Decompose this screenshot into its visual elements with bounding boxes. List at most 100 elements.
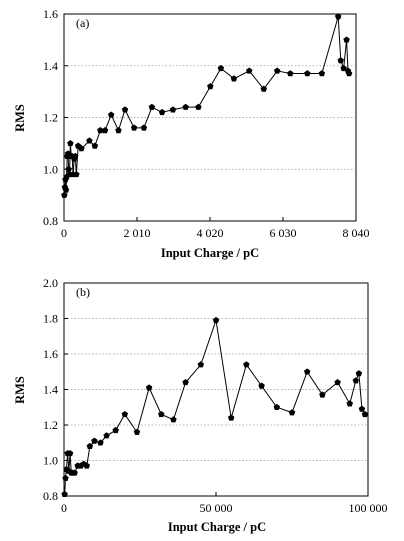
data-point	[71, 469, 78, 476]
y-tick-label: 0.8	[43, 214, 58, 228]
x-tick-label: 2 010	[124, 226, 151, 240]
plot-area-frame	[63, 13, 357, 222]
data-point	[121, 106, 129, 113]
data-point	[73, 171, 80, 178]
data-series	[61, 13, 353, 198]
data-point	[334, 13, 342, 20]
y-tick-label: 1.6	[43, 7, 58, 21]
data-point	[115, 127, 122, 134]
data-point	[158, 108, 166, 116]
data-point	[140, 124, 148, 131]
data-point	[182, 379, 189, 386]
data-point	[217, 64, 225, 72]
data-point	[207, 83, 214, 90]
data-point	[352, 377, 360, 384]
data-point	[287, 70, 294, 77]
data-point	[86, 137, 93, 144]
x-axis-label: Input Charge / pC	[161, 246, 259, 260]
data-point	[66, 450, 74, 457]
data-point	[197, 361, 205, 368]
panel-label: (b)	[76, 285, 90, 299]
data-point	[170, 416, 177, 423]
data-point	[303, 368, 311, 375]
data-point	[258, 382, 265, 389]
data-point	[112, 426, 119, 434]
data-point	[65, 165, 72, 172]
data-point	[121, 410, 129, 418]
y-tick-label: 1.2	[43, 418, 58, 432]
x-axis-ticks: 0 50 000 100 000	[61, 492, 388, 515]
data-point	[107, 111, 115, 118]
data-series	[61, 316, 369, 497]
data-point	[182, 103, 189, 110]
data-point	[273, 67, 281, 74]
data-point	[334, 379, 341, 386]
x-axis-label: Input Charge / pC	[168, 520, 266, 534]
x-tick-label: 4 020	[197, 226, 224, 240]
data-point	[346, 400, 353, 407]
data-point	[195, 103, 202, 110]
data-point	[337, 57, 344, 64]
data-point	[230, 75, 238, 82]
y-tick-label: 2.0	[43, 276, 58, 290]
chart-panel-a: 0.8 1.0 1.2 1.4 1.6 0 2 010 4 020 6 030 8 040 (a…	[13, 7, 370, 260]
gridlines	[64, 318, 368, 461]
data-point	[304, 70, 311, 77]
chart-panel-b: 0.8 1.0 1.2 1.4 1.6 1.8 2.0 0 50 000 100 000 (b)…	[13, 276, 388, 534]
data-point	[91, 142, 99, 149]
data-point	[243, 361, 250, 368]
data-point	[97, 439, 104, 446]
y-tick-label: 1.8	[43, 312, 58, 326]
data-point	[319, 391, 326, 398]
data-point	[61, 490, 68, 497]
data-point	[61, 191, 68, 198]
data-point	[245, 67, 253, 74]
data-point	[103, 432, 110, 439]
data-point	[273, 403, 281, 410]
data-point	[358, 405, 366, 412]
data-point	[67, 139, 74, 147]
data-point	[133, 428, 141, 435]
data-point	[145, 384, 153, 391]
data-point	[91, 437, 98, 444]
data-point	[288, 409, 296, 416]
y-tick-label: 1.0	[43, 454, 58, 468]
data-point	[260, 85, 267, 92]
x-tick-label: 0	[61, 501, 67, 515]
y-tick-label: 1.4	[43, 59, 58, 73]
data-point	[78, 145, 85, 152]
data-point	[86, 442, 94, 450]
data-point	[83, 462, 91, 469]
data-point	[227, 414, 235, 421]
data-point	[343, 36, 350, 43]
y-axis-label: RMS	[13, 104, 27, 132]
data-point	[158, 410, 165, 418]
x-tick-label: 0	[61, 226, 67, 240]
data-point	[169, 106, 177, 113]
y-tick-label: 0.8	[43, 489, 58, 503]
data-point	[130, 124, 138, 131]
data-point	[62, 186, 70, 193]
gridlines	[64, 65, 356, 170]
y-tick-label: 1.6	[43, 347, 58, 361]
y-axis-ticks: 0.8 1.0 1.2 1.4 1.6	[43, 7, 68, 228]
data-point	[101, 127, 109, 134]
x-tick-label: 100 000	[349, 501, 388, 515]
data-point	[355, 370, 363, 377]
y-tick-label: 1.2	[43, 111, 58, 125]
data-point	[212, 316, 220, 324]
data-point	[62, 474, 69, 481]
x-tick-label: 6 030	[270, 226, 297, 240]
y-axis-ticks: 0.8 1.0 1.2 1.4 1.6 1.8 2.0	[43, 276, 68, 503]
data-point	[97, 127, 104, 134]
data-point	[361, 410, 369, 418]
y-tick-label: 1.0	[43, 162, 58, 176]
y-tick-label: 1.4	[43, 383, 58, 397]
x-axis-ticks: 0 2 010 4 020 6 030 8 040	[61, 217, 370, 240]
x-tick-label: 8 040	[343, 226, 370, 240]
x-tick-label: 50 000	[200, 501, 233, 515]
data-point	[148, 103, 156, 110]
panel-label: (a)	[76, 16, 89, 30]
series-line	[63, 16, 350, 196]
